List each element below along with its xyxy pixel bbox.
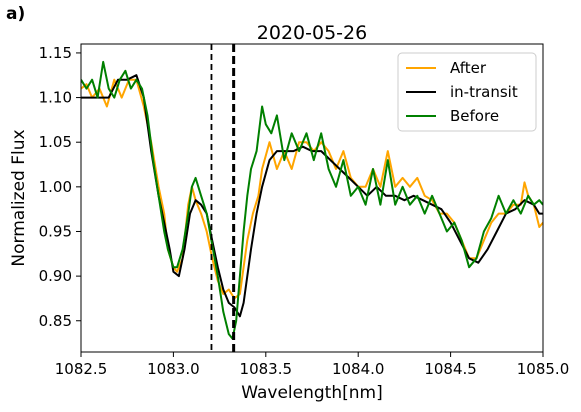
panel-label: a) — [6, 4, 26, 24]
y-tick-label: 0.95 — [39, 222, 72, 240]
x-tick-label: 1084.0 — [332, 360, 385, 378]
legend-label-before: Before — [450, 107, 499, 125]
chart-title: 2020-05-26 — [257, 22, 367, 44]
x-tick-label: 1082.5 — [55, 360, 108, 378]
legend-label-in-transit: in-transit — [450, 83, 518, 101]
x-tick-label: 1085.0 — [517, 360, 570, 378]
y-tick-label: 1.05 — [39, 133, 72, 151]
series-line-before — [81, 60, 543, 340]
x-axis-label: Wavelength[nm] — [241, 383, 382, 403]
y-tick-label: 0.85 — [39, 312, 72, 330]
legend-label-after: After — [450, 59, 487, 77]
legend-box — [397, 52, 537, 132]
y-tick-label: 1.00 — [39, 178, 72, 196]
series-line-in-transit — [81, 74, 543, 318]
x-tick-label: 1083.5 — [240, 360, 293, 378]
x-tick-label: 1084.5 — [424, 360, 477, 378]
y-axis-label: Normalized Flux — [9, 129, 29, 266]
x-tick-label: 1083.0 — [147, 360, 200, 378]
y-tick-label: 0.90 — [39, 267, 72, 285]
y-tick-label: 1.10 — [39, 89, 72, 107]
plot-frame — [80, 43, 544, 353]
y-tick-label: 1.15 — [39, 44, 72, 62]
